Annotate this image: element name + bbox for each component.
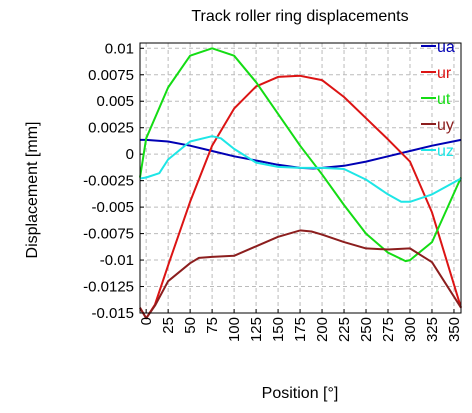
y-tick-label: 0 bbox=[126, 146, 134, 163]
y-tick-label: -0.015 bbox=[91, 305, 134, 322]
series-line-ut bbox=[139, 47, 462, 263]
x-tick-label: 150 bbox=[270, 317, 287, 342]
legend-label-ut: ut bbox=[437, 91, 451, 108]
x-tick-label: 275 bbox=[380, 317, 397, 342]
x-tick-label: 250 bbox=[358, 317, 375, 342]
legend: ua ur ut uy uz bbox=[421, 39, 455, 160]
y-tick-label: -0.0125 bbox=[83, 279, 134, 296]
x-tick-label: 200 bbox=[314, 317, 331, 342]
y-tick-label: 0.01 bbox=[105, 40, 134, 57]
x-tick-label: 0 bbox=[138, 317, 155, 325]
x-tick-label: 175 bbox=[292, 317, 309, 342]
y-tick-label: -0.0075 bbox=[83, 226, 134, 243]
x-tick-label: 25 bbox=[160, 317, 177, 334]
legend-label-ua: ua bbox=[437, 39, 455, 56]
x-tick-label: 225 bbox=[336, 317, 353, 342]
y-tick-label: 0.0025 bbox=[88, 120, 134, 137]
y-tick-label: -0.005 bbox=[91, 199, 134, 216]
x-tick-label: 100 bbox=[226, 317, 243, 342]
x-tick-label: 300 bbox=[402, 317, 419, 342]
x-axis-label: Position [°] bbox=[262, 385, 339, 402]
x-tick-label: 75 bbox=[204, 317, 221, 334]
y-axis-label: Displacement [mm] bbox=[24, 122, 41, 259]
x-tick-label: 125 bbox=[248, 317, 265, 342]
grid bbox=[140, 43, 461, 314]
series-line-ur bbox=[139, 74, 462, 320]
legend-label-uy: uy bbox=[437, 117, 454, 134]
legend-label-uz: uz bbox=[437, 143, 454, 160]
x-tick-label: 350 bbox=[446, 317, 463, 342]
x-tick-label: 325 bbox=[424, 317, 441, 342]
y-tick-labels: 0.01 0.0075 0.005 0.0025 0 -0.0025 -0.005 -0.00… bbox=[83, 40, 134, 322]
series-line-uy bbox=[139, 229, 462, 320]
y-tick-label: 0.005 bbox=[96, 93, 134, 110]
series-line-uz bbox=[139, 135, 462, 203]
y-tick-label: -0.0025 bbox=[83, 173, 134, 190]
y-tick-label: 0.0075 bbox=[88, 67, 134, 84]
series-lines bbox=[139, 47, 462, 320]
plot-frame bbox=[139, 42, 462, 314]
y-tick-label: -0.01 bbox=[100, 252, 134, 269]
x-tick-label: 50 bbox=[182, 317, 199, 334]
chart-title: Track roller ring displacements bbox=[191, 8, 408, 25]
legend-label-ur: ur bbox=[437, 65, 452, 82]
x-tick-labels: 0 25 50 75 100 125 150 175 200 225 250 275 300 325 350 bbox=[138, 317, 463, 342]
